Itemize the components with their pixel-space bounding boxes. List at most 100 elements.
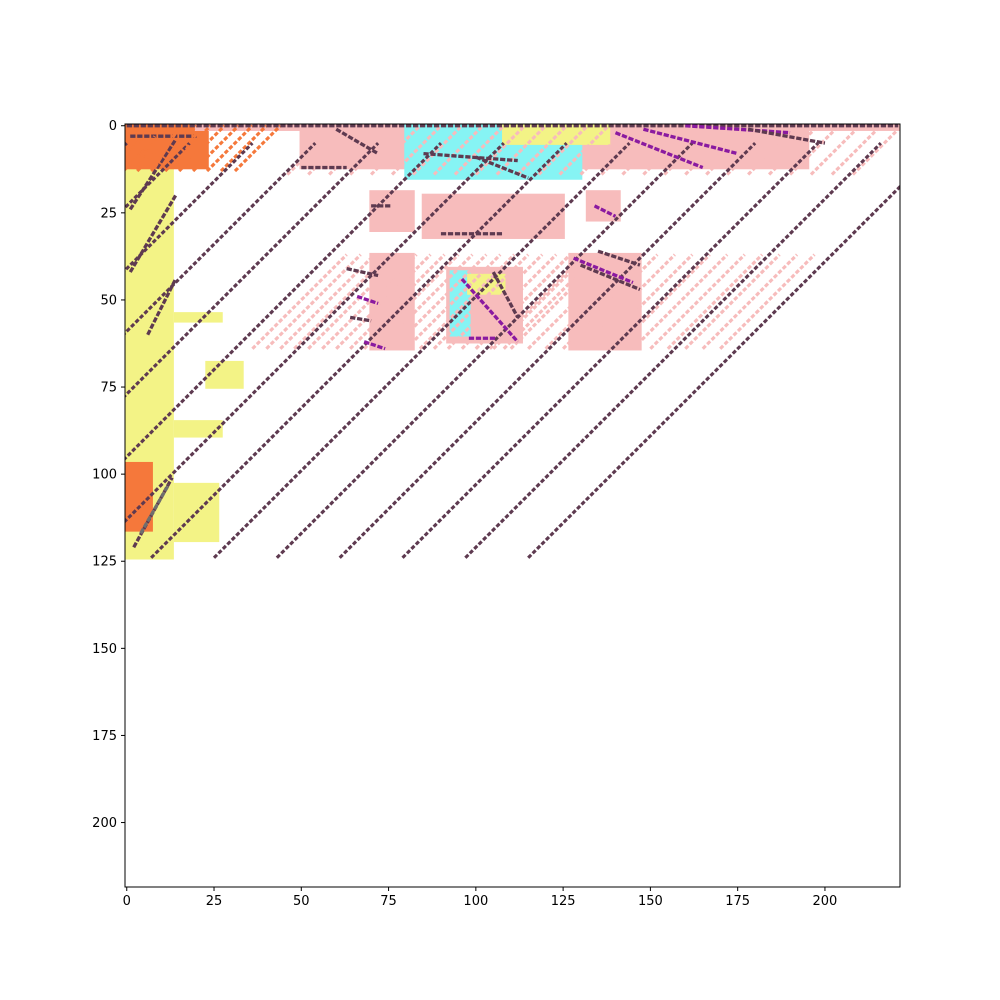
stripe-line bbox=[474, 124, 526, 176]
stripe-line bbox=[275, 142, 694, 559]
x-tick-label: 200 bbox=[813, 894, 838, 909]
y-tick-label: 125 bbox=[92, 555, 117, 570]
stripe-line bbox=[363, 253, 460, 350]
x-tick-label: 175 bbox=[725, 894, 750, 909]
heatmap-stroke-21 bbox=[356, 294, 379, 306]
x-tick-label: 50 bbox=[293, 894, 310, 909]
stripe-line bbox=[663, 124, 715, 176]
stripe-line bbox=[562, 253, 659, 350]
stripe-line bbox=[579, 253, 676, 350]
heatmap-stroke-14 bbox=[614, 131, 704, 170]
stripe-line bbox=[265, 253, 362, 350]
stripe-line bbox=[432, 124, 484, 176]
stripe-line bbox=[809, 124, 861, 176]
stripe-line bbox=[286, 124, 338, 176]
stripe-line bbox=[411, 124, 463, 176]
y-tick-label: 50 bbox=[100, 293, 117, 308]
stripe-line bbox=[747, 124, 799, 176]
heatmap-stroke-4 bbox=[146, 278, 178, 336]
stripe-line bbox=[516, 124, 568, 176]
stripe-line bbox=[558, 124, 610, 176]
heatmap-stroke-22 bbox=[349, 315, 372, 323]
heatmap-stroke-30 bbox=[593, 204, 617, 218]
heatmap-cell-block-4 bbox=[205, 360, 244, 389]
heatmap-stroke-6 bbox=[139, 483, 171, 535]
stripe-line bbox=[125, 124, 142, 144]
stripe-line bbox=[150, 142, 568, 559]
x-tick-label: 100 bbox=[463, 894, 488, 909]
heatmap-stroke-25 bbox=[572, 256, 634, 285]
stripe-line bbox=[219, 124, 268, 173]
heatmap-stroke-26 bbox=[597, 249, 641, 267]
stripe-line bbox=[596, 253, 694, 350]
stripe-line bbox=[370, 124, 422, 176]
stripe-line bbox=[684, 124, 736, 176]
heatmap-cell-block-18 bbox=[369, 190, 415, 233]
stripe-line bbox=[376, 253, 474, 350]
stripe-line bbox=[767, 124, 820, 176]
x-tick-label: 0 bbox=[123, 894, 131, 909]
stripe-line bbox=[621, 124, 673, 176]
stripe-line bbox=[649, 253, 746, 350]
stripe-line bbox=[205, 124, 254, 173]
y-tick-label: 175 bbox=[92, 729, 117, 744]
x-tick-label: 125 bbox=[551, 894, 576, 909]
stripe-line bbox=[125, 124, 156, 158]
stripe-line bbox=[502, 253, 600, 350]
heatmap-cell-block-17 bbox=[585, 190, 621, 222]
heatmap-stroke-20 bbox=[346, 266, 379, 278]
heatmap-stroke-7 bbox=[135, 135, 157, 169]
stripe-line bbox=[579, 124, 631, 176]
heatmap-stroke-23 bbox=[363, 340, 386, 351]
stripe-line bbox=[307, 253, 404, 350]
heatmap-stroke-3 bbox=[128, 194, 178, 273]
stripe-line bbox=[600, 124, 652, 176]
y-tick-label: 150 bbox=[92, 642, 117, 657]
stripe-line bbox=[321, 253, 418, 350]
stripe-line bbox=[544, 253, 642, 350]
stripe-line bbox=[726, 124, 778, 176]
stripe-line bbox=[125, 124, 128, 130]
stripe-line bbox=[335, 253, 432, 350]
heatmap-stroke-28 bbox=[460, 277, 519, 343]
x-axis: 0 25 50 75 100 125 150 175 200 bbox=[123, 887, 838, 909]
stripe-line bbox=[338, 142, 757, 559]
y-tick-label: 25 bbox=[100, 206, 117, 221]
heatmap-stroke-13 bbox=[475, 155, 529, 180]
stripe-line bbox=[418, 253, 516, 350]
stripe-line bbox=[328, 124, 380, 176]
heatmap-stroke-27 bbox=[491, 271, 520, 319]
stripe-line bbox=[642, 124, 694, 176]
x-tick-label: 25 bbox=[206, 894, 223, 909]
stripe-line bbox=[537, 124, 589, 176]
plot-background bbox=[125, 124, 900, 887]
stripe-line bbox=[191, 124, 240, 173]
stripe-line bbox=[349, 253, 446, 350]
y-tick-label: 75 bbox=[100, 381, 117, 396]
stripe-line bbox=[666, 253, 764, 350]
stripe-line bbox=[401, 142, 820, 559]
stripe-line bbox=[851, 125, 900, 176]
stripe-line bbox=[251, 253, 348, 350]
heatmap-stroke-24 bbox=[579, 263, 641, 292]
plot-area bbox=[125, 124, 900, 887]
stripe-line bbox=[495, 124, 547, 176]
y-tick-label: 100 bbox=[92, 468, 117, 483]
stripe-line bbox=[464, 142, 882, 559]
stripe-line bbox=[631, 253, 729, 350]
stripe-line bbox=[293, 253, 390, 350]
stripe-line bbox=[404, 253, 502, 350]
heatmap-cell-block-2 bbox=[173, 312, 223, 323]
stripe-line bbox=[719, 253, 816, 350]
stripe-line bbox=[788, 124, 841, 176]
y-tick-label: 200 bbox=[92, 816, 117, 831]
heatmap-stroke-11 bbox=[335, 127, 379, 156]
stripe-line bbox=[705, 124, 757, 176]
stripe-line bbox=[150, 124, 198, 173]
heatmap-stroke-12 bbox=[423, 151, 518, 163]
stripe-line bbox=[307, 124, 359, 176]
heatmap-stroke-16 bbox=[685, 124, 791, 135]
stripe-line bbox=[390, 124, 443, 176]
stripe-line bbox=[178, 124, 226, 173]
